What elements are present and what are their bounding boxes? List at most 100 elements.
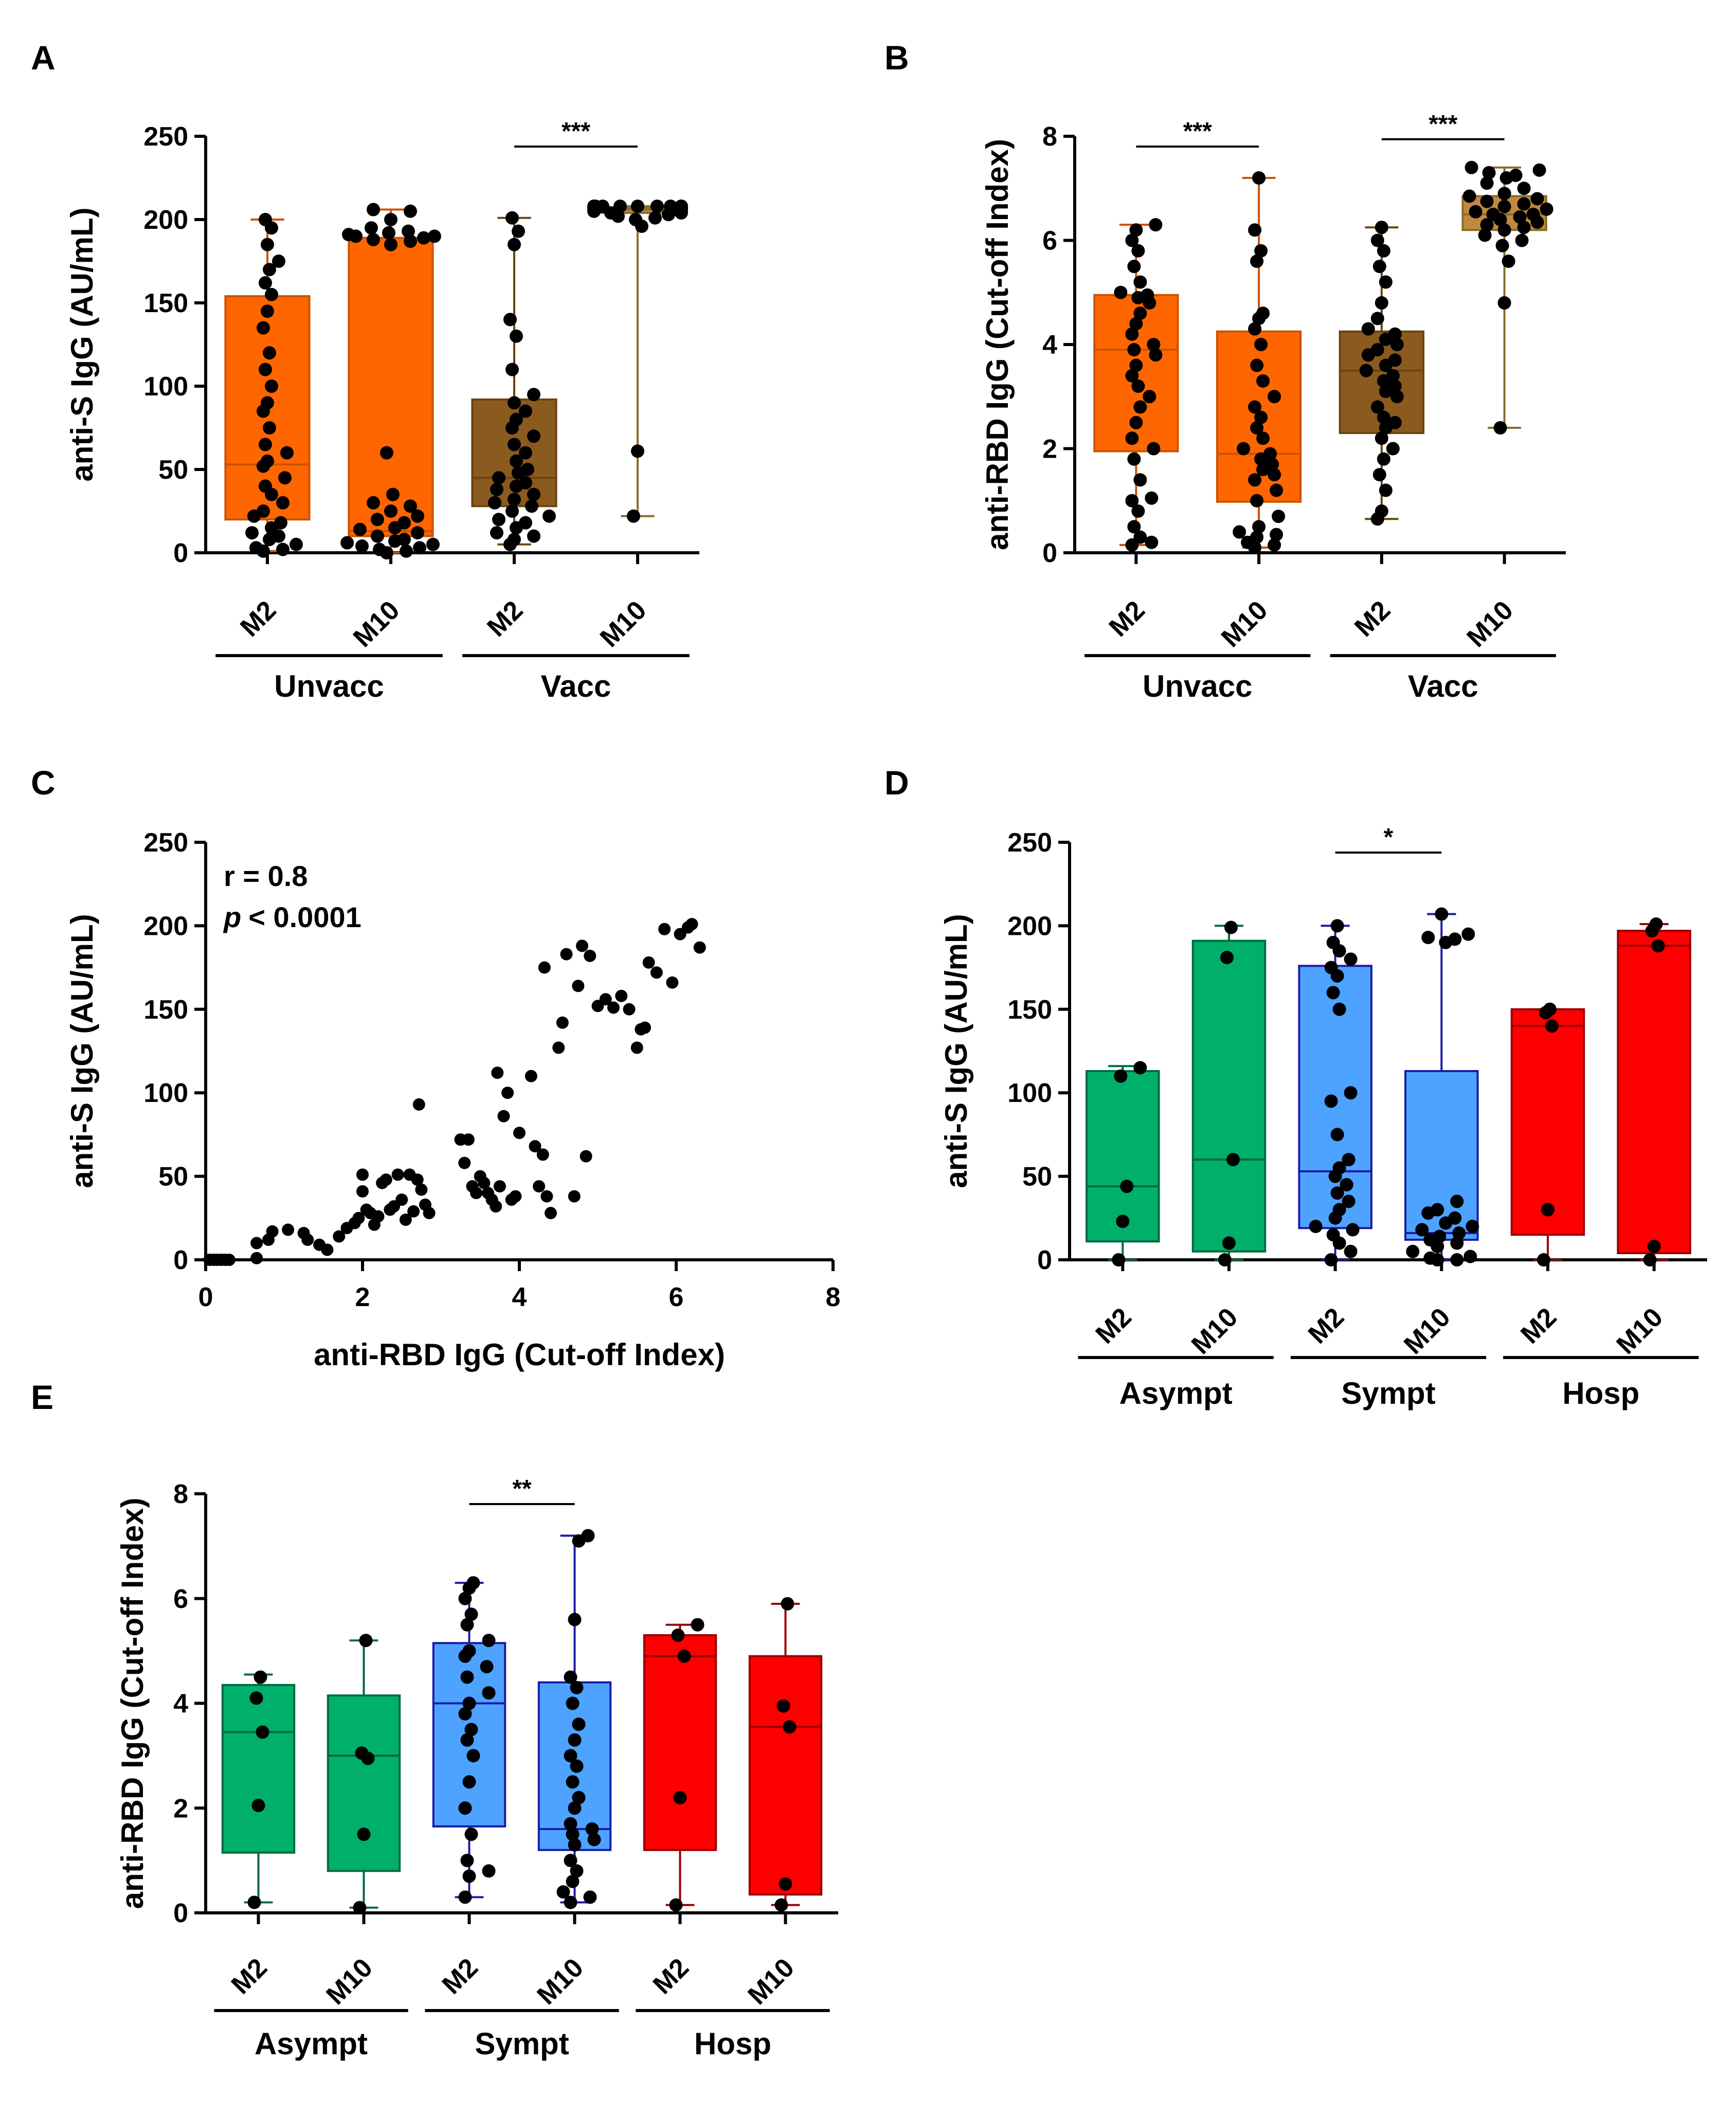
data-point [426,537,440,551]
data-point [1421,931,1435,945]
data-point [1233,525,1246,539]
data-point [1340,1178,1353,1191]
data-point [223,1254,236,1266]
data-point [411,1173,424,1186]
x-category-label: M2 [1104,595,1151,642]
data-point [1252,171,1266,185]
data-point [1515,233,1529,247]
data-point [386,487,400,501]
data-point [1375,431,1388,445]
data-point [490,1200,502,1213]
data-point [1268,538,1281,552]
data-point [460,1618,474,1632]
x-category-label: M10 [594,595,653,653]
y-axis-title: anti-RBD IgG (Cut-off Index) [115,1498,150,1909]
data-point [278,471,292,485]
data-point [1450,1236,1464,1250]
data-point [587,200,601,213]
data-point [1543,1002,1557,1016]
data-point [482,1864,496,1878]
data-point [261,454,274,468]
data-point [527,487,540,501]
x-category-label: M2 [1349,595,1396,642]
x-category-label: M2 [481,595,529,642]
data-point [402,224,415,238]
data-point [1254,410,1268,424]
data-point [529,1140,541,1153]
data-point [263,346,276,360]
y-tick-label: 0 [173,538,188,568]
data-point [1131,504,1145,518]
data-point [261,238,274,251]
data-point [371,529,384,543]
data-point [1346,1223,1360,1237]
data-point [1497,296,1511,310]
data-point [1375,504,1388,518]
data-point [570,1680,584,1694]
data-point [1131,244,1145,258]
data-point [783,1720,797,1734]
x-axis-title: anti-RBD IgG (Cut-off Index) [314,1337,725,1372]
data-point [572,980,585,992]
data-point [1466,1220,1479,1234]
data-point [1482,166,1496,179]
data-point [570,1864,584,1878]
data-point [380,446,393,460]
data-point [482,1634,496,1648]
box [748,1655,823,1896]
y-tick-label: 0 [173,1245,188,1275]
data-point [1464,160,1478,174]
data-point [508,438,521,451]
data-point [533,1180,546,1193]
data-point [1129,223,1143,237]
data-point [1129,358,1143,372]
data-point [497,1110,510,1123]
data-point [1125,233,1139,247]
significance-label: *** [1428,111,1457,138]
data-point [691,1618,704,1632]
data-point [259,213,272,226]
data-point [458,1890,472,1904]
data-point [1450,1253,1464,1266]
data-point [490,526,503,540]
data-point [501,1087,514,1099]
data-point [525,1070,537,1082]
data-point [356,1168,369,1181]
data-point [629,213,642,226]
data-point [1509,168,1523,182]
data-point [254,1670,267,1684]
data-point [527,429,540,443]
data-point [1344,1244,1358,1258]
data-point [508,533,521,547]
group-label: Vacc [541,669,611,703]
data-point [1145,535,1159,549]
x-tick-label: 2 [355,1282,370,1312]
data-point [673,1790,687,1804]
y-tick-label: 150 [1007,995,1052,1025]
data-point [1309,1220,1323,1234]
data-point [581,1529,595,1543]
data-point [1270,483,1283,497]
data-point [1248,400,1262,414]
data-point [458,1591,472,1605]
data-point [525,499,538,513]
data-point [510,412,523,426]
data-point [1377,452,1390,466]
data-point [1517,197,1531,211]
data-point [564,1895,577,1909]
p-value-text: p < 0.0001 [223,901,361,933]
x-category-label: M2 [647,1952,695,2000]
data-point [1497,200,1511,213]
data-point [615,989,628,1002]
box [643,1634,717,1851]
data-point [464,1607,478,1621]
y-axis-title: anti-S IgG (AU/mL) [65,914,99,1188]
data-point [566,1828,580,1841]
data-point [249,541,263,555]
data-point [491,1066,504,1079]
y-tick-label: 150 [143,288,188,318]
data-point [1149,218,1163,232]
data-point [623,1003,636,1016]
data-point [552,1041,565,1054]
data-point [540,1190,553,1203]
